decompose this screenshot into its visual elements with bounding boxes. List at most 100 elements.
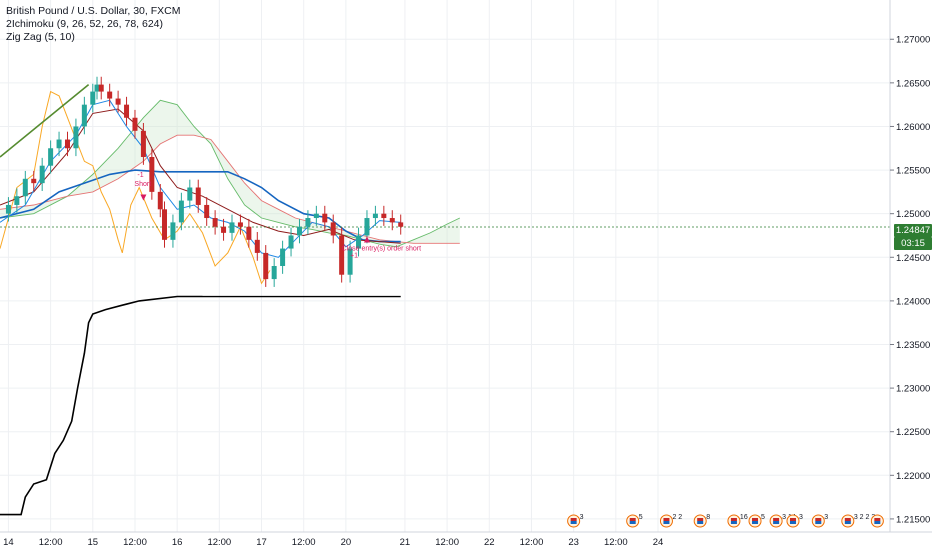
price-scale-bg [890, 0, 932, 550]
x-tick-label: 22 [484, 537, 495, 548]
candle-body [124, 104, 130, 118]
flag-stripe [570, 518, 577, 521]
y-tick-label: 1.21500 [896, 514, 930, 525]
flag-stripe [629, 521, 636, 524]
event-count: 5 [639, 514, 643, 521]
economic-event[interactable]: 3 [567, 514, 584, 528]
trade-markers: -1 Short Close entry(s) order short+1 [134, 172, 421, 259]
candle-body [115, 98, 121, 105]
event-count: 2 2 [672, 514, 682, 521]
legend-ichimoku[interactable]: 2Ichimoku (9, 26, 52, 26, 78, 624) [6, 18, 164, 30]
candle-body [212, 218, 218, 227]
economic-event[interactable]: 16 [727, 514, 748, 528]
economic-event[interactable]: 5 [626, 514, 643, 528]
x-tick-label: 21 [400, 537, 411, 548]
candle-body [339, 235, 345, 275]
candle-body [81, 104, 87, 127]
y-tick-label: 1.25000 [896, 209, 930, 220]
candle-body [204, 204, 210, 219]
candle-body [330, 222, 336, 236]
flag-stripe [815, 518, 822, 521]
candle-body [178, 200, 184, 223]
flag-stripe [663, 521, 670, 524]
x-tick-label: 12:00 [207, 537, 231, 548]
candle-body [170, 222, 176, 240]
grid [0, 0, 890, 532]
flag-stripe [752, 521, 759, 524]
economic-event[interactable]: 8 [693, 514, 710, 528]
candles [5, 76, 404, 287]
x-tick-label: 14 [3, 537, 14, 548]
flag-stripe [697, 521, 704, 524]
candle-body [5, 204, 11, 214]
candle-body [254, 239, 260, 253]
x-tick-label: 12:00 [520, 537, 544, 548]
y-tick-label: 1.27000 [896, 35, 930, 46]
candle-body [389, 218, 395, 223]
flag-stripe [874, 521, 881, 524]
flag-stripe [844, 518, 851, 521]
candle-body [356, 235, 362, 249]
candle-body [56, 139, 62, 149]
candle-body [195, 187, 201, 205]
event-count: 16 [740, 514, 748, 521]
y-tick-label: 1.22000 [896, 471, 930, 482]
y-tick-label: 1.26000 [896, 122, 930, 133]
candle-body [271, 266, 277, 280]
y-tick-label: 1.25500 [896, 166, 930, 177]
economic-event[interactable] [870, 514, 884, 528]
flag-stripe [789, 518, 796, 521]
event-count: 3 [580, 514, 584, 521]
slow-line [0, 169, 401, 243]
candle-body [347, 248, 353, 275]
candle-body [313, 213, 319, 219]
x-tick-label: 17 [256, 537, 267, 548]
y-tick-label: 1.22500 [896, 427, 930, 438]
flag-stripe [697, 518, 704, 521]
close-num-label: +1 [350, 252, 358, 259]
economic-event[interactable]: 2 2 [659, 514, 682, 528]
candle-body [263, 252, 269, 280]
flag-stripe [752, 518, 759, 521]
flag-stripe [844, 521, 851, 524]
economic-event[interactable]: 3 [811, 514, 828, 528]
short-num-label: -1 [137, 172, 143, 179]
economic-event[interactable]: 3 2 2 3 [841, 514, 876, 528]
candle-body [149, 156, 155, 192]
candle-body [322, 213, 328, 223]
candle-body [305, 218, 311, 227]
candle-body [372, 213, 378, 219]
y-tick-label: 1.26500 [896, 78, 930, 89]
short-arrow-icon [140, 194, 147, 201]
economic-event[interactable]: 3 [786, 514, 803, 528]
candle-body [162, 209, 168, 240]
flag-stripe [629, 518, 636, 521]
candle-body [381, 213, 387, 219]
chart-legend: British Pound / U.S. Dollar, 30, FXCM 2I… [6, 5, 180, 44]
candle-body [398, 222, 404, 227]
legend-symbol[interactable]: British Pound / U.S. Dollar, 30, FXCM [6, 5, 181, 17]
candle-body [237, 222, 243, 227]
candle-body [39, 165, 45, 184]
legend-zigzag[interactable]: Zig Zag (5, 10) [6, 31, 75, 43]
y-tick-label: 1.24000 [896, 296, 930, 307]
flag-stripe [730, 521, 737, 524]
candle-body [31, 178, 37, 184]
candle-body [73, 126, 79, 149]
x-tick-label: 16 [172, 537, 183, 548]
x-tick-label: 12:00 [604, 537, 628, 548]
flag-stripe [730, 518, 737, 521]
candle-body [296, 226, 302, 236]
economic-event[interactable]: 5 [748, 514, 765, 528]
candle-body [229, 222, 235, 233]
candle-body [288, 235, 294, 249]
candle-body [221, 226, 227, 233]
x-tick-label: 20 [341, 537, 352, 548]
chikou-line [0, 90, 271, 285]
flag-stripe [815, 521, 822, 524]
candle-body [64, 139, 70, 149]
candle-body [157, 191, 163, 210]
x-tick-label: 15 [88, 537, 99, 548]
